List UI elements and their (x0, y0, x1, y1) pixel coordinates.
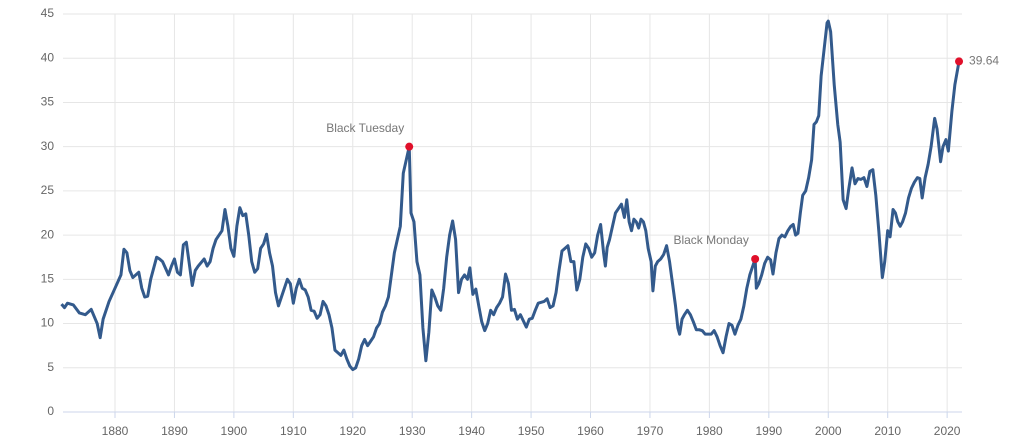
y-tick-label: 40 (41, 50, 55, 64)
x-tick-label: 2000 (815, 424, 842, 438)
x-tick-label: 1890 (161, 424, 188, 438)
x-tick-label: 1990 (755, 424, 782, 438)
annotation-point (405, 142, 414, 151)
y-tick-label: 35 (41, 95, 55, 109)
x-tick-label: 1920 (339, 424, 366, 438)
x-tick-label: 1940 (458, 424, 485, 438)
data-line (60, 19, 961, 372)
y-tick-label: 5 (47, 360, 54, 374)
y-tick-label: 15 (41, 272, 55, 286)
y-tick-label: 45 (41, 6, 55, 20)
x-tick-label: 1930 (399, 424, 426, 438)
annotation-label: 39.64 (969, 54, 999, 68)
x-tick-label: 1970 (637, 424, 664, 438)
y-tick-label: 30 (41, 139, 55, 153)
x-tick-label: 1950 (518, 424, 545, 438)
x-tick-label: 1960 (577, 424, 604, 438)
x-tick-label: 1880 (102, 424, 129, 438)
y-tick-label: 20 (41, 227, 55, 241)
x-tick-label: 1900 (221, 424, 248, 438)
x-tick-label: 1910 (280, 424, 307, 438)
x-tick-label: 2010 (874, 424, 901, 438)
y-tick-label: 0 (47, 404, 54, 418)
y-tick-label: 25 (41, 183, 55, 197)
annotation-label: Black Monday (673, 233, 748, 247)
annotation-point (955, 57, 964, 66)
annotation-label: Black Tuesday (326, 121, 404, 135)
x-tick-label: 1980 (696, 424, 723, 438)
x-tick-label: 2020 (934, 424, 961, 438)
annotation-point (751, 254, 760, 263)
y-tick-label: 10 (41, 316, 55, 330)
